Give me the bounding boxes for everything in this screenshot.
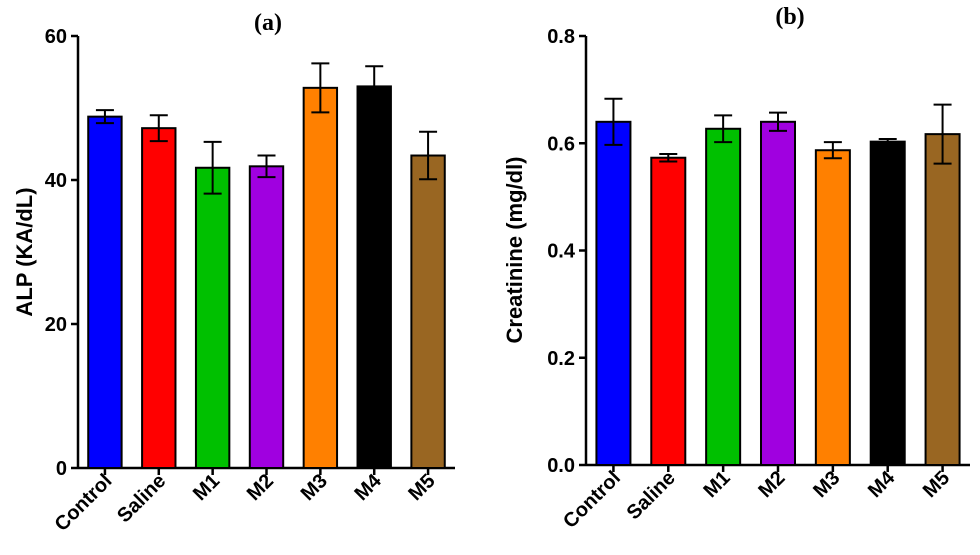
- error-bar: [604, 97, 623, 146]
- bar: [302, 86, 339, 469]
- bar: [650, 156, 687, 466]
- error-bar: [659, 152, 678, 163]
- x-category-label: M4: [351, 469, 387, 505]
- y-tick-label: 40: [45, 170, 67, 192]
- panel-a-title: (a): [254, 10, 282, 36]
- x-category-label: M5: [919, 467, 954, 502]
- bar: [814, 149, 851, 466]
- y-tick-label: 0.4: [547, 241, 576, 263]
- x-category-label: M2: [754, 467, 789, 502]
- bar: [869, 140, 906, 467]
- error-bar: [365, 65, 384, 108]
- x-category-label: M3: [297, 470, 332, 505]
- y-tick-label: 0.0: [547, 455, 575, 477]
- panel-a-y-axis-title: ALP (KA/dL): [12, 187, 37, 316]
- panel-b: (b) Creatinine (mg/dl) 0.00.20.40.60.8Co…: [502, 4, 970, 533]
- bar: [194, 166, 231, 469]
- bar: [356, 85, 392, 470]
- error-bar: [203, 140, 222, 195]
- panel-b-title: (b): [775, 4, 804, 30]
- x-category-label: M5: [404, 470, 439, 505]
- panel-b-y-axis-title: Creatinine (mg/dl): [502, 156, 527, 343]
- error-bar: [769, 111, 787, 132]
- error-bar: [714, 114, 733, 144]
- error-bar: [149, 114, 168, 143]
- error-bar: [311, 62, 330, 114]
- y-tick-label: 0.6: [547, 133, 575, 155]
- x-category-label: M1: [699, 467, 734, 502]
- x-category-label: Saline: [113, 470, 170, 527]
- y-tick-label: 0.8: [547, 26, 575, 48]
- bar: [410, 154, 446, 470]
- error-bar: [823, 141, 842, 160]
- x-category-label: M1: [189, 470, 224, 505]
- error-bar: [95, 109, 114, 125]
- error-bar: [878, 137, 897, 146]
- error-bar: [419, 130, 438, 181]
- y-tick-label: 0: [56, 458, 67, 480]
- error-bar: [257, 154, 276, 179]
- bar: [595, 120, 632, 467]
- bar: [924, 133, 961, 466]
- x-category-label: M2: [243, 470, 278, 505]
- bar: [705, 127, 742, 467]
- bar: [87, 115, 123, 469]
- x-category-label: Saline: [623, 467, 680, 524]
- y-tick-label: 0.2: [547, 348, 575, 370]
- y-tick-label: 20: [45, 314, 67, 336]
- error-bar: [933, 103, 952, 165]
- x-category-label: M4: [864, 466, 900, 502]
- bar: [248, 165, 285, 469]
- x-category-label: M3: [809, 467, 844, 502]
- y-tick-label: 60: [45, 26, 67, 48]
- bar: [141, 127, 177, 469]
- bar: [759, 120, 797, 467]
